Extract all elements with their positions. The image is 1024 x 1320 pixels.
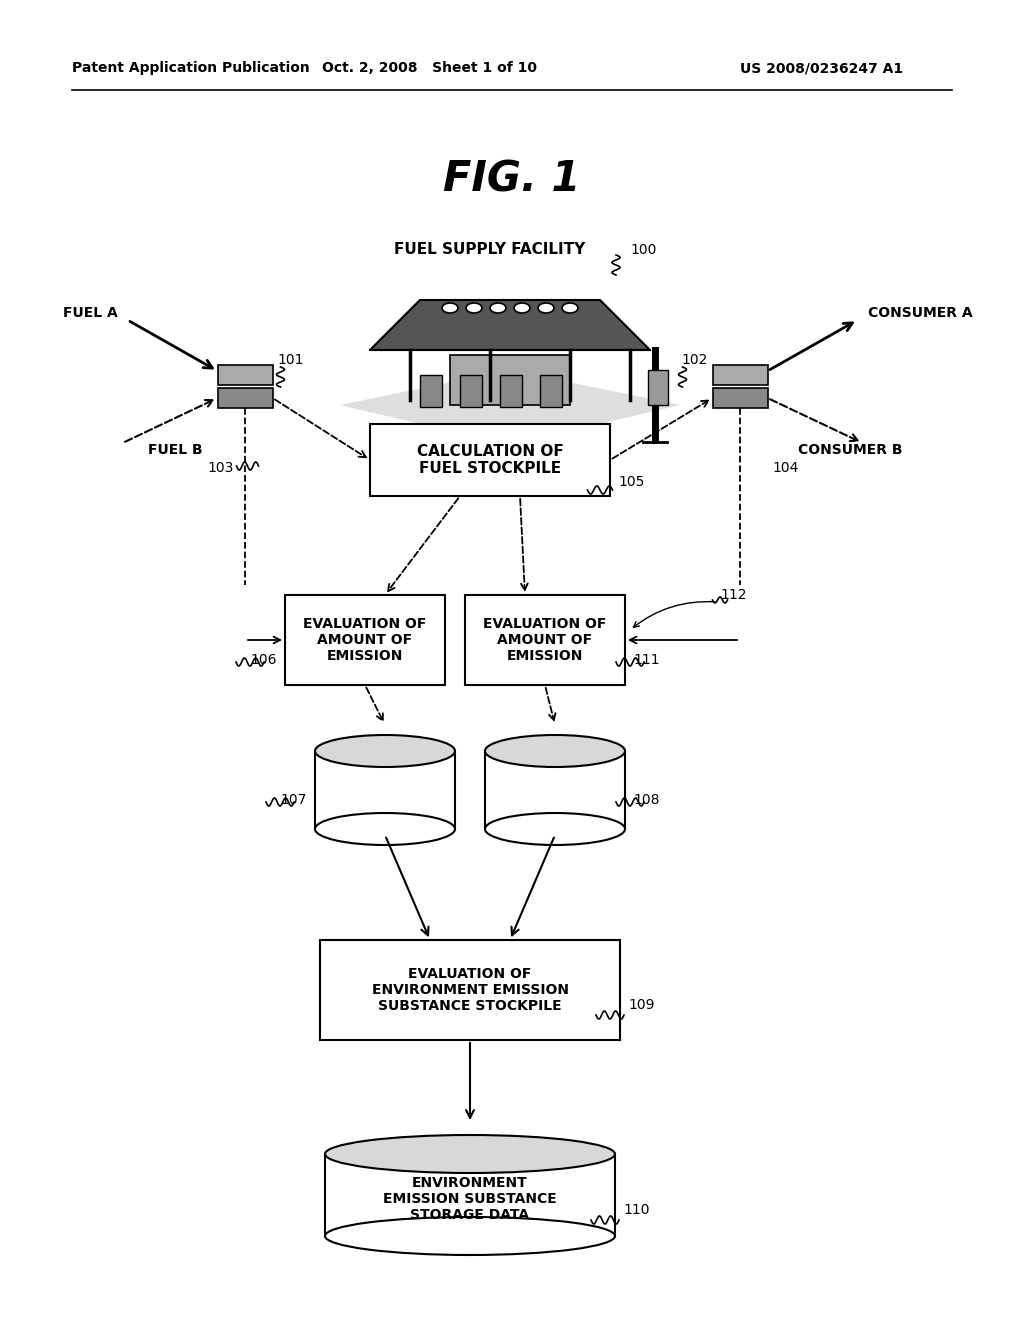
Bar [485, 751, 625, 829]
Text: 102: 102 [681, 352, 708, 367]
Bar [315, 738, 455, 751]
Ellipse shape [538, 304, 554, 313]
Text: CALCULATION OF
FUEL STOCKPILE: CALCULATION OF FUEL STOCKPILE [417, 444, 563, 477]
Text: Patent Application Publication: Patent Application Publication [72, 61, 309, 75]
Ellipse shape [315, 813, 455, 845]
Text: CONSUMER B: CONSUMER B [798, 444, 902, 457]
Text: 100: 100 [630, 243, 656, 257]
Bar [370, 424, 610, 496]
Bar [217, 366, 272, 385]
Text: 109: 109 [628, 998, 654, 1012]
Bar [465, 595, 625, 685]
Text: EVALUATION OF
ENVIRONMENT EMISSION
SUBSTANCE STOCKPILE: EVALUATION OF ENVIRONMENT EMISSION SUBST… [372, 966, 568, 1014]
Bar [315, 751, 455, 829]
Text: CONSUMER A: CONSUMER A [867, 306, 972, 319]
Text: 104: 104 [772, 461, 799, 475]
Text: 107: 107 [281, 793, 307, 807]
Bar [450, 355, 570, 405]
Text: FIG. 1: FIG. 1 [443, 158, 581, 201]
Bar [460, 375, 482, 407]
Text: ENVIRONMENT
EMISSION SUBSTANCE
STORAGE DATA: ENVIRONMENT EMISSION SUBSTANCE STORAGE D… [383, 1176, 557, 1222]
Ellipse shape [514, 304, 530, 313]
Text: 101: 101 [278, 352, 304, 367]
Polygon shape [340, 370, 680, 445]
Polygon shape [370, 300, 650, 350]
Ellipse shape [485, 735, 625, 767]
Bar [325, 1139, 615, 1154]
Bar [420, 375, 442, 407]
Text: 111: 111 [633, 653, 659, 667]
Bar [485, 738, 625, 751]
Bar [713, 388, 768, 408]
Ellipse shape [325, 1217, 615, 1255]
Text: EVALUATION OF
AMOUNT OF
EMISSION: EVALUATION OF AMOUNT OF EMISSION [483, 616, 606, 663]
Text: 110: 110 [623, 1203, 649, 1217]
Ellipse shape [442, 304, 458, 313]
Text: US 2008/0236247 A1: US 2008/0236247 A1 [740, 61, 903, 75]
Bar [217, 388, 272, 408]
Bar [500, 375, 522, 407]
Bar [325, 1154, 615, 1236]
Ellipse shape [485, 813, 625, 845]
Text: 108: 108 [633, 793, 659, 807]
Bar [285, 595, 445, 685]
Text: FUEL SUPPLY FACILITY: FUEL SUPPLY FACILITY [394, 243, 586, 257]
Ellipse shape [325, 1135, 615, 1173]
Text: 103: 103 [208, 461, 233, 475]
Ellipse shape [315, 735, 455, 767]
Bar [319, 940, 620, 1040]
Ellipse shape [490, 304, 506, 313]
Text: 112: 112 [720, 587, 746, 602]
Bar [540, 375, 562, 407]
Text: EVALUATION OF
AMOUNT OF
EMISSION: EVALUATION OF AMOUNT OF EMISSION [303, 616, 427, 663]
Text: 106: 106 [251, 653, 278, 667]
Ellipse shape [466, 304, 482, 313]
Text: FUEL A: FUEL A [62, 306, 118, 319]
Bar [648, 370, 668, 405]
Bar [713, 366, 768, 385]
Text: Oct. 2, 2008   Sheet 1 of 10: Oct. 2, 2008 Sheet 1 of 10 [323, 61, 538, 75]
Text: FUEL B: FUEL B [147, 444, 203, 457]
Ellipse shape [562, 304, 578, 313]
Text: 105: 105 [618, 475, 644, 488]
